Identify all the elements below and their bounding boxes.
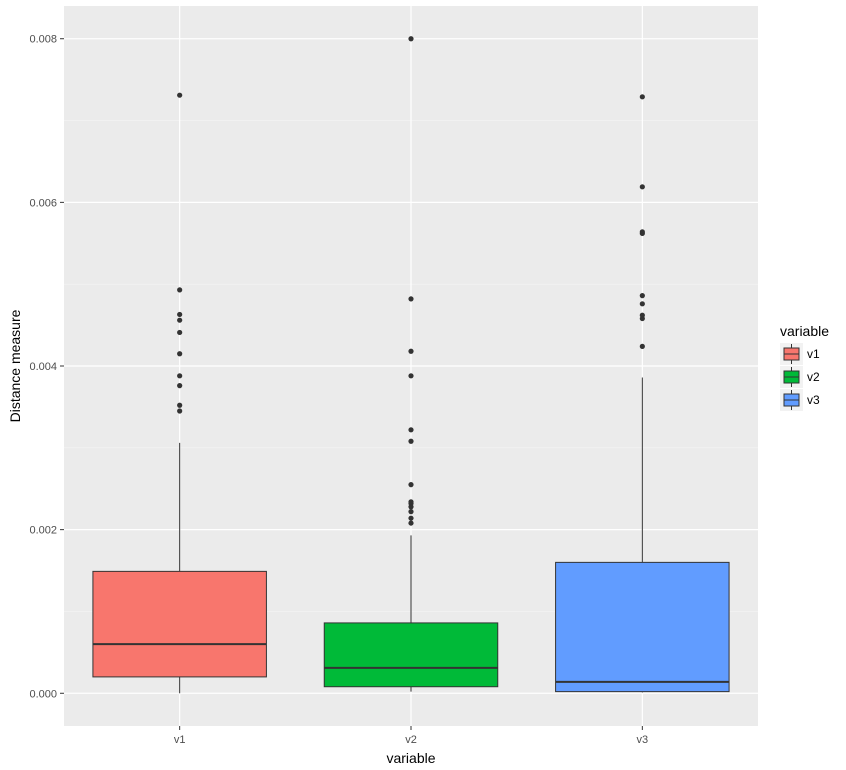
outlier-point: [408, 499, 414, 505]
legend-label: v2: [807, 370, 820, 384]
box-v1: [92, 570, 267, 678]
y-tick-label: 0.000: [29, 688, 57, 700]
outlier-point: [639, 229, 645, 235]
outlier-point: [639, 301, 645, 307]
outlier-point: [408, 482, 414, 488]
outlier-point: [177, 92, 183, 98]
legend-key-v2: [780, 366, 803, 388]
box-group-v1: [92, 92, 267, 694]
box-group-v3: [555, 94, 730, 693]
x-axis: v1 v2 v3: [174, 726, 648, 746]
legend-title: variable: [780, 323, 829, 339]
x-tick-label: v1: [174, 734, 186, 746]
legend: variable v1 v2 v3: [780, 323, 829, 411]
y-axis: 0.000 0.002 0.004 0.006 0.008: [29, 34, 64, 700]
outlier-point: [177, 383, 183, 389]
outlier-point: [177, 317, 183, 323]
outlier-point: [639, 312, 645, 318]
y-tick-label: 0.006: [29, 197, 57, 209]
boxes: [92, 36, 730, 694]
x-tick-label: v3: [637, 734, 649, 746]
box-v3: [555, 561, 730, 693]
outlier-point: [177, 408, 183, 414]
legend-key-v3: [780, 389, 803, 411]
outlier-point: [408, 438, 414, 444]
outlier-point: [408, 36, 414, 42]
outlier-point: [639, 94, 645, 100]
outlier-point: [177, 311, 183, 318]
outlier-point: [177, 329, 183, 336]
y-tick-label: 0.002: [29, 525, 57, 537]
outlier-point: [639, 343, 645, 349]
legend-key-v1: [780, 343, 803, 365]
outlier-point: [408, 296, 414, 302]
outlier-point: [639, 293, 645, 299]
box-group-v2: [323, 36, 499, 692]
outlier-point: [408, 348, 414, 354]
y-tick-label: 0.008: [29, 34, 57, 46]
x-axis-title: variable: [386, 750, 435, 766]
outlier-point: [408, 520, 414, 526]
outlier-point: [408, 509, 414, 515]
legend-label: v1: [807, 347, 820, 361]
outlier-point: [408, 515, 414, 521]
outlier-point: [177, 351, 183, 357]
outlier-point: [408, 373, 414, 379]
x-tick-label: v2: [405, 734, 417, 746]
outlier-point: [177, 287, 183, 293]
y-tick-label: 0.004: [29, 361, 57, 373]
box-v2: [323, 622, 499, 688]
y-axis-title: Distance measure: [7, 309, 23, 422]
outlier-point: [408, 427, 414, 433]
outlier-point: [177, 402, 183, 408]
legend-label: v3: [807, 393, 820, 407]
outlier-point: [639, 184, 645, 190]
outlier-point: [177, 373, 183, 379]
